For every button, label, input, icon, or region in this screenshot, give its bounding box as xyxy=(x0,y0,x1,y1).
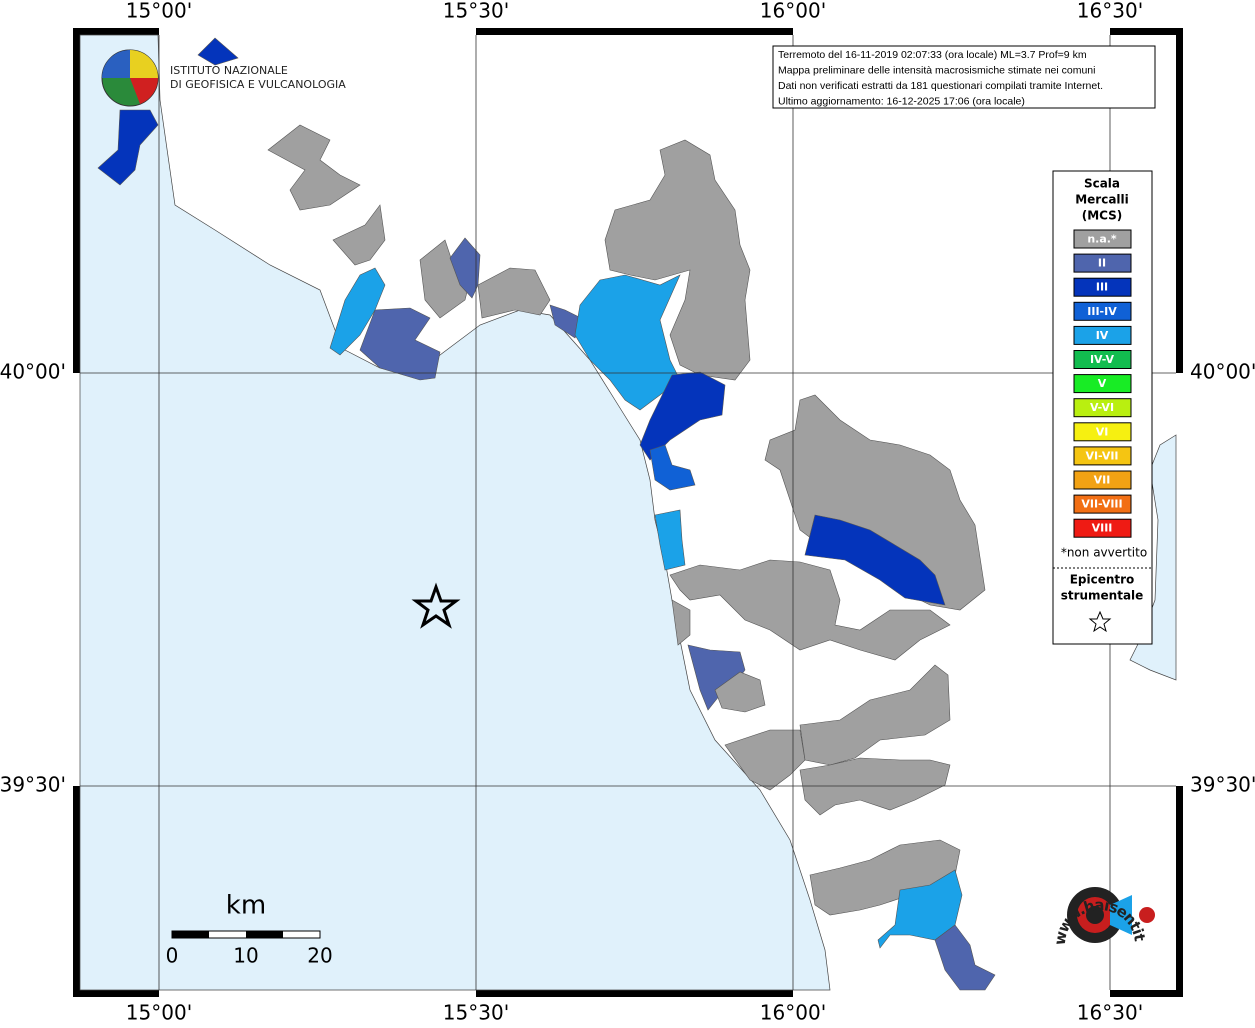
longitude-label: 15°00' xyxy=(126,1001,192,1025)
municipality xyxy=(669,559,951,661)
legend-label: n.a.* xyxy=(1087,233,1117,246)
legend-label: VI xyxy=(1096,425,1109,438)
longitude-label: 16°00' xyxy=(760,0,826,23)
legend-swatch xyxy=(1073,325,1132,345)
latitude-label: 39°30' xyxy=(1190,773,1255,797)
municipality xyxy=(671,599,691,646)
legend-swatch xyxy=(1073,446,1132,466)
legend-star xyxy=(1088,610,1112,633)
legend-title: Mercalli xyxy=(1075,193,1129,207)
longitude-label: 16°00' xyxy=(760,1001,826,1025)
latitude-label: 39°30' xyxy=(0,773,66,797)
logo-segment xyxy=(102,50,130,78)
sea xyxy=(79,34,831,991)
municipality xyxy=(804,514,946,606)
legend-swatch xyxy=(1073,518,1132,538)
municipality xyxy=(359,307,441,381)
legend-swatch xyxy=(1073,350,1132,369)
municipality xyxy=(639,371,726,461)
longitude-label: 15°30' xyxy=(443,1001,509,1025)
legend-epicenter: strumentale xyxy=(1061,589,1144,603)
legend-label: II xyxy=(1098,257,1106,270)
scale-label: 20 xyxy=(307,944,332,968)
institute-name: ISTITUTO NAZIONALE xyxy=(170,64,288,77)
legend-label: VI-VII xyxy=(1085,449,1118,462)
logo-segment xyxy=(130,78,158,104)
info-line: Mappa preliminare delle intensità macros… xyxy=(778,64,1095,76)
legend-swatch xyxy=(1073,398,1132,418)
logo-segment xyxy=(130,50,158,78)
brand-speaker xyxy=(1110,895,1132,935)
brand-target xyxy=(1086,906,1104,924)
scale-segment xyxy=(246,931,283,938)
info-line: Dati non verificati estratti da 181 ques… xyxy=(778,80,1103,92)
info-box xyxy=(772,45,1156,109)
municipality xyxy=(764,394,986,611)
legend-swatch xyxy=(1073,253,1132,273)
municipality xyxy=(934,924,996,991)
legend-title: Scala xyxy=(1084,177,1120,191)
legend-label: VII-VIII xyxy=(1081,498,1122,511)
latitude-label: 40°00' xyxy=(1190,360,1255,384)
frame-segment xyxy=(73,373,80,786)
scale-bar: km 0 10 20 xyxy=(166,891,333,968)
municipalities xyxy=(97,37,996,991)
institute-name: DI GEOFISICA E VULCANOLOGIA xyxy=(170,78,346,91)
info-text: Terremoto del 16-11-2019 02:07:33 (ora l… xyxy=(778,49,1103,108)
municipality xyxy=(604,139,751,381)
legend-label: VIII xyxy=(1092,522,1113,535)
legend-swatch xyxy=(1073,494,1132,514)
municipality xyxy=(714,671,766,713)
legend-label: V xyxy=(1098,377,1107,390)
longitude-label: 16°30' xyxy=(1077,0,1143,23)
latitude-label: 40°00' xyxy=(0,360,66,384)
municipality xyxy=(267,124,361,211)
frame-segment xyxy=(159,28,476,35)
legend-label: III xyxy=(1096,281,1108,294)
scale-label: 0 xyxy=(166,944,179,968)
legend-swatch xyxy=(1073,470,1132,490)
legend-epicenter: Epicentro xyxy=(1070,573,1135,587)
municipality xyxy=(197,37,239,66)
municipality xyxy=(877,869,963,949)
frame-segment xyxy=(1176,373,1183,786)
legend-label: III-IV xyxy=(1087,305,1117,318)
scale-label: 10 xyxy=(233,944,258,968)
frame-segment xyxy=(159,990,476,997)
municipality xyxy=(724,729,806,791)
frame-segment xyxy=(793,28,1110,35)
legend-label: V-VI xyxy=(1090,401,1114,414)
municipality xyxy=(477,267,551,319)
longitude-label: 15°30' xyxy=(443,0,509,23)
legend-swatch xyxy=(1073,422,1132,442)
legend-swatch xyxy=(1073,301,1132,321)
legend: ScalaMercalli(MCS)n.a.*IIIIIIII-IVIVIV-V… xyxy=(1061,177,1147,603)
municipality xyxy=(654,509,686,571)
legend-title: (MCS) xyxy=(1082,209,1123,223)
legend-label: IV xyxy=(1096,329,1109,342)
info-line: Ultimo aggiornamento: 16-12-2025 17:06 (… xyxy=(778,96,1025,108)
longitude-label: 15°00' xyxy=(126,0,192,23)
scale-segment xyxy=(172,931,209,938)
longitude-label: 16°30' xyxy=(1077,1001,1143,1025)
legend-label: VII xyxy=(1094,474,1111,487)
legend-swatch xyxy=(1073,229,1132,249)
brand-dot xyxy=(1139,907,1155,923)
municipality xyxy=(799,757,951,816)
frame-segment xyxy=(793,990,1110,997)
municipality xyxy=(97,109,159,186)
epicenter xyxy=(411,582,461,629)
municipality xyxy=(649,444,696,491)
legend-swatch xyxy=(1073,374,1132,394)
scale-unit: km xyxy=(226,891,266,921)
legend-label: IV-V xyxy=(1090,353,1115,366)
legend-swatch xyxy=(1073,277,1132,297)
info-line: Terremoto del 16-11-2019 02:07:33 (ora l… xyxy=(778,49,1087,61)
municipality xyxy=(332,204,386,266)
legend-note: *non avvertito xyxy=(1061,546,1147,560)
ingv-logo: ISTITUTO NAZIONALE DI GEOFISICA E VULCAN… xyxy=(101,49,346,107)
